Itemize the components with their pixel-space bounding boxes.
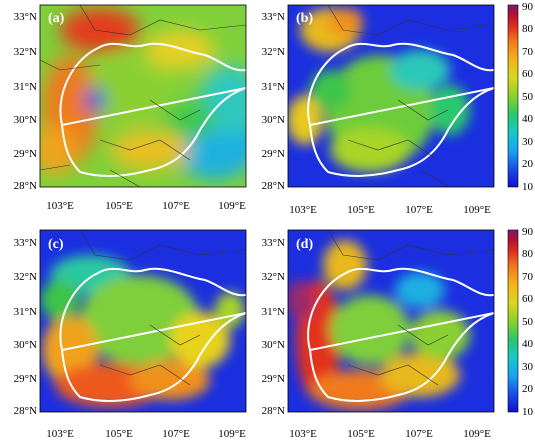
panel-d-field [288, 230, 494, 412]
xtick: 103°E [289, 428, 317, 440]
colorbar-bottom: 90 80 70 60 50 40 30 20 10 [507, 226, 534, 418]
ytick: 29°N [14, 148, 37, 160]
cb-tick: 20 [522, 158, 534, 170]
colorbar-bottom-bar [507, 229, 519, 413]
cb-tick: 90 [522, 1, 534, 13]
colorbar-top-bar [507, 4, 519, 188]
panel-a-field [40, 5, 246, 187]
panel-c-field [40, 230, 246, 412]
panel-b-yticks: 33°N 32°N 31°N 30°N 29°N 28°N [262, 11, 285, 192]
panel-a-xticks: 103°E 105°E 107°E 109°E [46, 200, 246, 212]
cb-tick: 70 [522, 46, 534, 58]
ytick: 32°N [14, 46, 37, 58]
cb-tick: 80 [522, 248, 534, 260]
panel-a: (a) 33°N 32°N 31°N 30°N 29°N 28°N 103°E … [14, 4, 247, 212]
ytick: 31°N [14, 306, 37, 318]
xtick: 109°E [463, 204, 491, 216]
panel-b-frame [287, 4, 495, 188]
panel-c: (c) 33°N 32°N 31°N 30°N 29°N 28°N 103°E … [14, 229, 247, 440]
panel-c-frame [39, 229, 247, 413]
panel-d-frame [287, 229, 495, 413]
ytick: 31°N [14, 81, 37, 93]
ytick: 29°N [262, 373, 285, 385]
panel-b: (b) 33°N 32°N 31°N 30°N 29°N 28°N 103°E … [262, 4, 495, 216]
ytick: 32°N [262, 271, 285, 283]
xtick: 109°E [463, 428, 491, 440]
ytick: 28°N [262, 180, 285, 192]
cb-tick: 10 [522, 181, 534, 193]
ytick: 31°N [262, 306, 285, 318]
cb-tick: 30 [522, 136, 534, 148]
panel-d-yticks: 33°N 32°N 31°N 30°N 29°N 28°N [262, 237, 285, 417]
cb-tick: 40 [522, 338, 534, 350]
ytick: 29°N [14, 373, 37, 385]
xtick: 107°E [405, 204, 433, 216]
xtick: 107°E [405, 428, 433, 440]
cb-tick: 20 [522, 383, 534, 395]
cb-tick: 50 [522, 316, 534, 328]
xtick: 105°E [105, 200, 133, 212]
cb-tick: 10 [522, 406, 534, 418]
xtick: 105°E [347, 428, 375, 440]
ytick: 28°N [14, 180, 37, 192]
ytick: 30°N [14, 339, 37, 351]
panel-b-field [288, 5, 494, 187]
panel-d-label: (d) [296, 237, 313, 252]
cb-tick: 30 [522, 361, 534, 373]
cb-tick: 80 [522, 23, 534, 35]
panel-c-label: (c) [48, 237, 64, 252]
ytick: 33°N [262, 237, 285, 249]
ytick: 28°N [14, 405, 37, 417]
xtick: 103°E [46, 428, 74, 440]
ytick: 30°N [262, 114, 285, 126]
ytick: 29°N [262, 148, 285, 160]
cb-tick: 40 [522, 113, 534, 125]
xtick: 105°E [105, 428, 133, 440]
panel-c-xticks: 103°E 105°E 107°E 109°E [46, 428, 246, 440]
xtick: 103°E [46, 200, 74, 212]
ytick: 30°N [14, 114, 37, 126]
colorbar-top: 90 80 70 60 50 40 30 20 10 [507, 1, 534, 193]
panel-b-xticks: 103°E 105°E 107°E 109°E [289, 204, 491, 216]
xtick: 109°E [218, 200, 246, 212]
ytick: 31°N [262, 81, 285, 93]
xtick: 107°E [162, 200, 190, 212]
xtick: 105°E [347, 204, 375, 216]
panel-c-yticks: 33°N 32°N 31°N 30°N 29°N 28°N [14, 237, 37, 417]
ytick: 28°N [262, 405, 285, 417]
ytick: 32°N [14, 271, 37, 283]
ytick: 33°N [14, 237, 37, 249]
panel-a-yticks: 33°N 32°N 31°N 30°N 29°N 28°N [14, 11, 37, 192]
ytick: 32°N [262, 46, 285, 58]
ytick: 33°N [262, 11, 285, 23]
ytick: 33°N [14, 11, 37, 23]
cb-tick: 70 [522, 271, 534, 283]
cb-tick: 50 [522, 91, 534, 103]
xtick: 103°E [289, 204, 317, 216]
panel-b-label: (b) [296, 11, 313, 26]
cb-tick: 90 [522, 226, 534, 238]
cb-tick: 60 [522, 68, 534, 80]
cb-tick: 60 [522, 293, 534, 305]
ytick: 30°N [262, 339, 285, 351]
panel-a-label: (a) [48, 11, 65, 26]
xtick: 107°E [162, 428, 190, 440]
panel-d-xticks: 103°E 105°E 107°E 109°E [289, 428, 491, 440]
panel-a-frame [39, 4, 247, 188]
panel-d: (d) 33°N 32°N 31°N 30°N 29°N 28°N 103°E … [262, 229, 495, 440]
xtick: 109°E [218, 428, 246, 440]
